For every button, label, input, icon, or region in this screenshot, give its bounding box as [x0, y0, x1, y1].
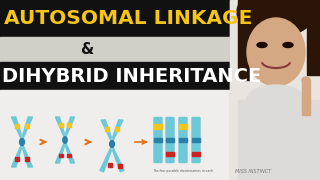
Bar [15, 157, 19, 161]
Ellipse shape [20, 138, 24, 145]
FancyBboxPatch shape [192, 118, 200, 163]
Bar [192, 138, 200, 142]
Bar [0, 62, 230, 90]
Bar [25, 124, 29, 128]
Bar [115, 127, 119, 130]
Polygon shape [23, 117, 33, 139]
Polygon shape [113, 120, 123, 141]
Polygon shape [12, 145, 21, 167]
Ellipse shape [283, 42, 293, 48]
Polygon shape [66, 117, 75, 137]
Bar [105, 127, 109, 130]
Polygon shape [101, 120, 111, 141]
Bar [25, 157, 29, 161]
Ellipse shape [237, 0, 315, 37]
Polygon shape [66, 143, 75, 163]
Ellipse shape [302, 77, 310, 83]
Bar [238, 100, 320, 180]
Bar [0, 37, 230, 62]
Bar [230, 0, 320, 180]
Bar [179, 138, 187, 142]
Text: AUTOSOMAL LINKAGE: AUTOSOMAL LINKAGE [4, 10, 252, 28]
Text: &: & [80, 42, 93, 57]
Bar [108, 163, 112, 167]
Bar [302, 80, 310, 115]
Text: MISS INSTINCT: MISS INSTINCT [235, 169, 271, 174]
Bar [154, 138, 162, 142]
Bar [68, 154, 71, 158]
Text: The four possible chromosomes in each: The four possible chromosomes in each [153, 169, 213, 173]
Bar [68, 123, 71, 127]
Bar [0, 0, 230, 37]
FancyBboxPatch shape [154, 118, 162, 163]
Bar [59, 123, 63, 127]
Polygon shape [100, 147, 111, 172]
FancyBboxPatch shape [179, 118, 187, 163]
Ellipse shape [247, 18, 305, 86]
Polygon shape [23, 145, 33, 167]
Bar [307, 0, 320, 75]
FancyBboxPatch shape [166, 118, 174, 163]
Bar [59, 154, 63, 158]
Ellipse shape [257, 42, 267, 48]
Bar [166, 138, 174, 142]
Bar [15, 124, 19, 128]
Ellipse shape [247, 85, 305, 115]
Bar [230, 0, 320, 180]
Text: DIHYBRID INHERITANCE: DIHYBRID INHERITANCE [2, 66, 261, 86]
Bar [238, 0, 251, 80]
Polygon shape [113, 147, 124, 172]
Ellipse shape [109, 141, 115, 147]
Bar [192, 152, 200, 156]
Bar [179, 124, 187, 129]
Bar [0, 90, 230, 180]
Ellipse shape [63, 137, 67, 143]
Polygon shape [55, 143, 64, 163]
Polygon shape [55, 117, 64, 137]
Bar [154, 124, 162, 129]
Polygon shape [12, 117, 21, 139]
Bar [166, 152, 174, 156]
Bar [118, 164, 122, 168]
